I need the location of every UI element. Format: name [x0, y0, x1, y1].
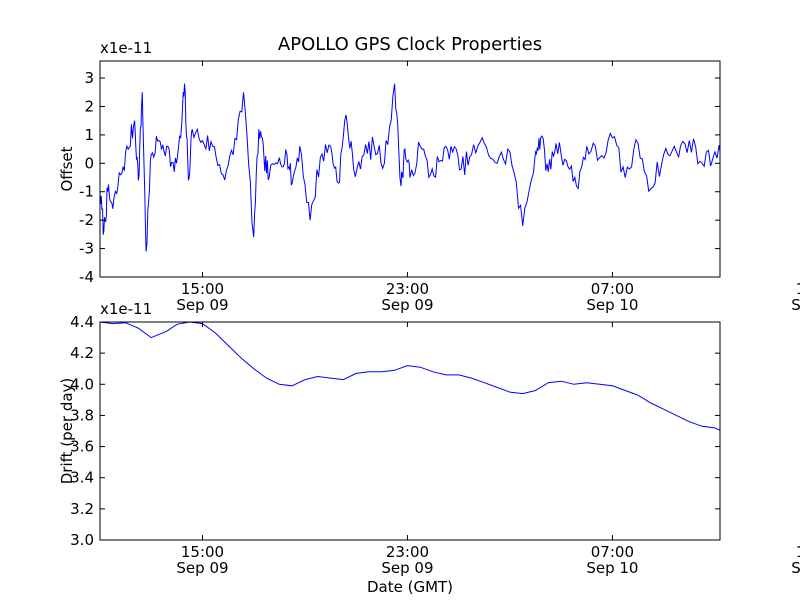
y-tick-label: 2	[84, 97, 94, 115]
y-tick-label: -2	[79, 211, 94, 229]
plot-frame	[99, 60, 721, 278]
x-tick-time-label: 23:00	[386, 543, 429, 561]
y-tick-label: 4.0	[70, 375, 94, 393]
x-tick-time-label: 07:00	[591, 543, 634, 561]
x-tick-time-label: 15:00	[181, 543, 224, 561]
x-tick-date-label: Sep 10	[791, 559, 800, 577]
plot-frame	[99, 321, 721, 541]
x-tick-date-label: Sep 09	[381, 296, 433, 314]
y-tick-label: 1	[84, 126, 94, 144]
y-tick-label: 4.4	[70, 313, 94, 331]
y-axis-label: Offset	[58, 146, 76, 191]
series-line-offset	[100, 83, 720, 252]
y-axis-label: Drift (per day)	[58, 378, 76, 485]
series-line-drift	[100, 322, 720, 431]
y-tick-label: 3.2	[70, 500, 94, 518]
x-tick-date-label: Sep 10	[586, 296, 638, 314]
y-multiplier-label: x1e-11	[100, 39, 152, 57]
x-tick-date-label: Sep 09	[176, 296, 228, 314]
y-multiplier-label: x1e-11	[100, 300, 152, 318]
y-tick-label: 3.0	[70, 531, 94, 549]
x-tick-date-label: Sep 09	[381, 559, 433, 577]
x-tick-time-label: 15:00	[796, 280, 800, 298]
y-tick-label: -4	[79, 268, 94, 286]
chart-title: APOLLO GPS Clock Properties	[278, 34, 542, 55]
x-tick-date-label: Sep 10	[791, 296, 800, 314]
x-tick-time-label: 15:00	[181, 280, 224, 298]
y-tick-label: 0	[84, 154, 94, 172]
x-tick-time-label: 23:00	[386, 280, 429, 298]
x-tick-date-label: Sep 09	[176, 559, 228, 577]
y-tick-label: 4.2	[70, 344, 94, 362]
y-tick-label: 3	[84, 69, 94, 87]
y-tick-label: -3	[79, 240, 94, 258]
x-axis-label: Date (GMT)	[367, 578, 453, 596]
y-tick-label: 3.6	[70, 438, 94, 456]
x-tick-date-label: Sep 10	[586, 559, 638, 577]
y-tick-label: 3.4	[70, 469, 94, 487]
x-tick-time-label: 07:00	[591, 280, 634, 298]
y-tick-label: -1	[79, 183, 94, 201]
y-tick-label: 3.8	[70, 406, 94, 424]
x-tick-time-label: 15:00	[796, 543, 800, 561]
